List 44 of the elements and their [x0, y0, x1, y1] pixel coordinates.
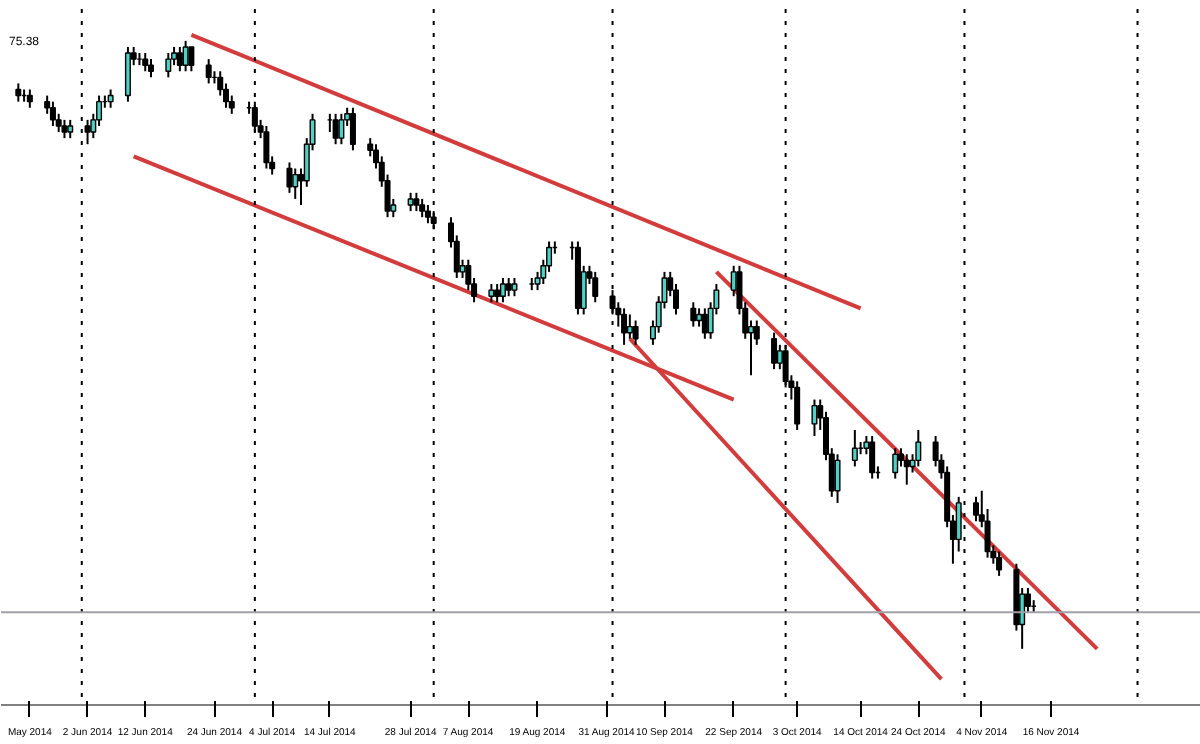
- candlestick: [419, 197, 426, 219]
- candlestick: [292, 167, 299, 200]
- candlestick: [621, 307, 628, 346]
- candlestick: [626, 313, 633, 340]
- candlestick: [869, 435, 876, 480]
- candlestick: [632, 319, 639, 346]
- candlestick: [915, 428, 922, 468]
- candlestick: [165, 52, 172, 79]
- candlestick: [794, 380, 801, 431]
- candlestick: [494, 283, 501, 304]
- candlestick: [851, 428, 858, 468]
- candlestick: [205, 58, 212, 85]
- candlestick: [413, 191, 420, 213]
- candlestick: [107, 88, 114, 109]
- candlestick: [349, 106, 356, 152]
- candlestick: [188, 45, 195, 73]
- candlestick: [499, 276, 506, 304]
- candlestick: [903, 453, 910, 486]
- candlestick: [771, 331, 778, 371]
- candlestick: [263, 124, 270, 170]
- candlestick: [892, 447, 899, 480]
- candlestick: [124, 45, 131, 103]
- candlestick: [49, 100, 56, 127]
- candlestick: [834, 453, 841, 504]
- candlestick: [338, 112, 345, 146]
- candlestick: [147, 58, 155, 79]
- candlestick: [505, 276, 512, 298]
- candlestick: [701, 307, 708, 340]
- candlestick: [407, 191, 414, 213]
- candlestick: [15, 82, 22, 103]
- candlestick: [26, 88, 33, 109]
- candlestick: [511, 276, 518, 298]
- candlestick: [488, 283, 495, 304]
- candlestick: [972, 495, 980, 523]
- candlestick: [142, 52, 149, 73]
- candlestick: [592, 270, 599, 304]
- candlestick: [176, 45, 183, 73]
- candlestick: [996, 550, 1003, 577]
- candlestick: [67, 118, 74, 140]
- candlestick: [696, 307, 703, 328]
- candlestick: [690, 301, 697, 328]
- candlestick: [811, 398, 818, 438]
- candlestick: [61, 118, 68, 140]
- candlestick: [286, 161, 293, 194]
